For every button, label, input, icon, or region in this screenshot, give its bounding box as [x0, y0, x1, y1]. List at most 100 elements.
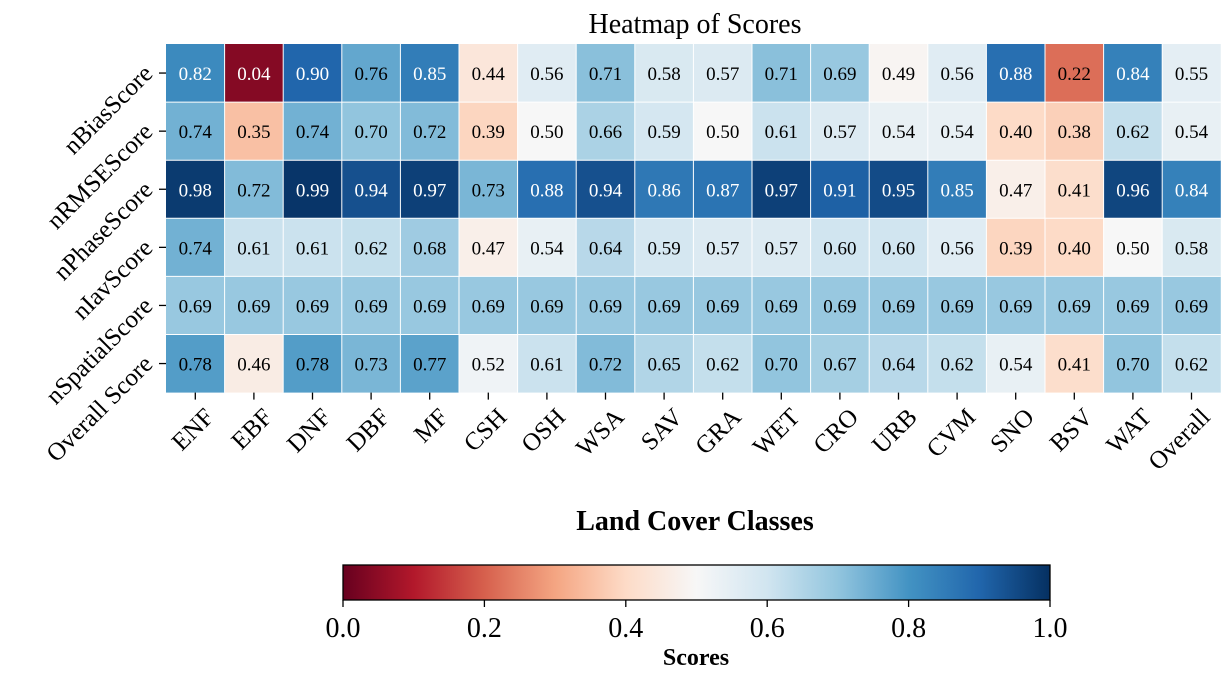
heatmap-cell	[459, 44, 518, 103]
heatmap-cell	[810, 276, 870, 335]
heatmap-cell	[927, 334, 987, 393]
heatmap-cell	[517, 218, 577, 277]
x-tick-label: WET	[748, 404, 805, 461]
cell-value-label: 0.69	[706, 296, 739, 317]
heatmap-cell	[224, 160, 284, 219]
cell-value-label: 0.69	[882, 296, 915, 317]
cell-value-label: 0.88	[530, 180, 563, 201]
cell-value-label: 0.88	[999, 64, 1032, 85]
heatmap-gridlines	[166, 44, 1221, 393]
x-tick-label: OSH	[517, 404, 571, 458]
heatmap-cell	[752, 160, 811, 219]
heatmap-cell	[634, 276, 694, 335]
cell-value-label: 0.61	[530, 355, 563, 376]
heatmap-cell	[459, 160, 518, 219]
heatmap-cell	[576, 218, 635, 277]
heatmap-cell	[166, 334, 225, 393]
cell-value-label: 0.68	[413, 238, 446, 259]
heatmap-cell	[341, 218, 401, 277]
heatmap-cell	[517, 102, 577, 161]
heatmap-cell	[693, 334, 752, 393]
cell-value-label: 0.72	[237, 180, 270, 201]
heatmap-cell	[400, 334, 459, 393]
heatmap-cell	[986, 218, 1045, 277]
cell-value-label: 0.84	[1175, 180, 1209, 201]
x-axis: ENF EBF DNF DBF MF CSH OSH WSA SAV GRA WET CRO URB CV…	[167, 392, 1216, 476]
heatmap-cell	[576, 276, 635, 335]
heatmap-cell	[634, 160, 694, 219]
heatmap-cell	[869, 276, 928, 335]
heatmap-cell	[693, 44, 752, 103]
cell-value-label: 0.44	[472, 64, 506, 85]
colorbar-tick-label: 1.0	[1033, 613, 1068, 644]
cell-value-label: 0.84	[1116, 64, 1150, 85]
cell-value-label: 0.71	[765, 64, 798, 85]
heatmap-cell	[283, 334, 342, 393]
heatmap-cell	[986, 102, 1045, 161]
cell-value-label: 0.57	[706, 64, 739, 85]
cell-value-label: 0.85	[940, 180, 973, 201]
heatmap-cell	[1162, 160, 1221, 219]
heatmap-cell	[810, 218, 870, 277]
heatmap-cell	[224, 276, 284, 335]
cell-value-label: 0.61	[296, 238, 329, 259]
cell-value-label: 0.78	[296, 355, 329, 376]
x-tick-label: GRA	[690, 404, 746, 460]
x-tick-label: CRO	[809, 404, 864, 459]
cell-value-label: 0.54	[940, 122, 974, 143]
cell-value-label: 0.56	[530, 64, 563, 85]
heatmap-cell	[634, 218, 694, 277]
cell-value-label: 0.59	[647, 238, 680, 259]
heatmap-cells: 0.82 0.04 0.90 0.76 0.85 0.44 0.56 0.71 0.58 0.57…	[166, 44, 1221, 393]
heatmap-cell	[634, 44, 694, 103]
cell-value-label: 0.35	[237, 122, 270, 143]
cell-value-label: 0.95	[882, 180, 915, 201]
cell-value-label: 0.73	[472, 180, 505, 201]
cell-value-label: 0.85	[413, 64, 446, 85]
cell-value-label: 0.40	[1058, 238, 1091, 259]
heatmap-cell	[166, 218, 225, 277]
heatmap-cell	[927, 276, 987, 335]
heatmap-cell	[693, 102, 752, 161]
heatmap-cell	[752, 102, 811, 161]
cell-value-label: 0.59	[647, 122, 680, 143]
colorbar: 0.0 0.2 0.4 0.6 0.8 1.0	[326, 564, 1068, 644]
heatmap-cell	[927, 218, 987, 277]
cell-value-label: 0.62	[1116, 122, 1149, 143]
heatmap-cell	[341, 160, 401, 219]
cell-value-label: 0.62	[940, 355, 973, 376]
heatmap-cell	[634, 102, 694, 161]
heatmap-cell	[400, 218, 459, 277]
heatmap-cell	[400, 102, 459, 161]
heatmap-cell	[927, 44, 987, 103]
cell-value-label: 0.69	[179, 296, 212, 317]
heatmap-cell	[1045, 160, 1104, 219]
cell-value-label: 0.50	[1116, 238, 1149, 259]
x-tick-label: CVM	[922, 404, 981, 463]
heatmap-cell	[283, 218, 342, 277]
heatmap-cell	[986, 276, 1045, 335]
cell-value-label: 0.78	[179, 355, 212, 376]
heatmap-cell	[1045, 44, 1104, 103]
heatmap-cell	[166, 44, 225, 103]
cell-value-label: 0.64	[589, 238, 623, 259]
cell-value-label: 0.62	[1175, 355, 1208, 376]
cell-value-label: 0.50	[530, 122, 563, 143]
heatmap-cell	[752, 334, 811, 393]
heatmap-cell	[224, 218, 284, 277]
heatmap-cell	[752, 44, 811, 103]
cell-value-label: 0.74	[179, 238, 213, 259]
cell-value-label: 0.74	[179, 122, 213, 143]
heatmap-cell	[517, 44, 577, 103]
cell-value-label: 0.87	[706, 180, 739, 201]
cell-value-label: 0.52	[472, 355, 505, 376]
cell-value-label: 0.99	[296, 180, 329, 201]
x-tick-label: EBF	[227, 404, 279, 456]
cell-value-label: 0.94	[589, 180, 623, 201]
cell-value-label: 0.49	[882, 64, 915, 85]
heatmap-cell	[810, 102, 870, 161]
cell-value-label: 0.64	[882, 355, 916, 376]
heatmap-cell	[927, 160, 987, 219]
cell-value-label: 0.69	[530, 296, 563, 317]
cell-value-label: 0.57	[706, 238, 739, 259]
